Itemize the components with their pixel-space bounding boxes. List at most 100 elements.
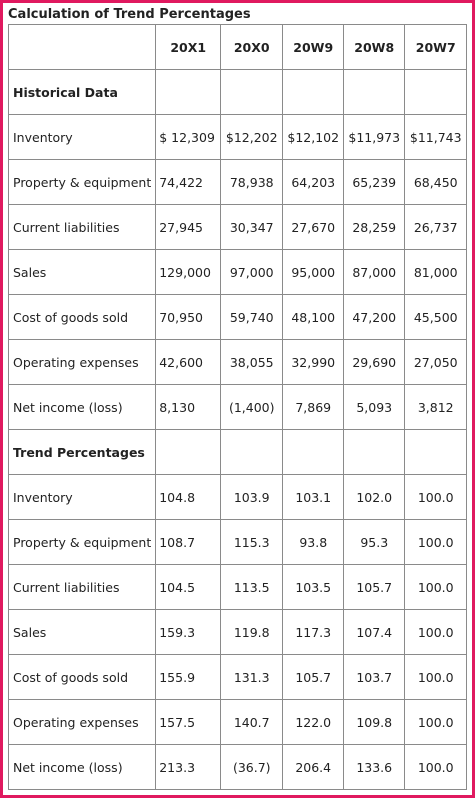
value-cell: 100.0 xyxy=(404,744,468,790)
title: Calculation of Trend Percentages xyxy=(8,7,251,22)
value-cell: 95,000 xyxy=(282,249,345,295)
value-cell: 159.3 xyxy=(155,609,222,655)
value-cell: 8,130 xyxy=(155,384,222,430)
value-cell: 109.8 xyxy=(343,699,406,745)
row-label: Sales xyxy=(7,249,157,295)
value-cell: 100.0 xyxy=(404,474,468,520)
value-cell: 47,200 xyxy=(343,294,406,340)
value-cell: 103.5 xyxy=(282,564,345,610)
value-cell: 105.7 xyxy=(343,564,406,610)
header-cell: 20W7 xyxy=(404,24,468,70)
value-cell: 103.1 xyxy=(282,474,345,520)
value-cell: 87,000 xyxy=(343,249,406,295)
value-cell: 140.7 xyxy=(220,699,284,745)
value-cell: 32,990 xyxy=(282,339,345,385)
value-cell: 115.3 xyxy=(220,519,284,565)
row-label: Sales xyxy=(7,609,157,655)
empty-cell xyxy=(404,69,468,115)
value-cell: 117.3 xyxy=(282,609,345,655)
value-cell: 133.6 xyxy=(343,744,406,790)
data-row: Current liabilities 27,945 30,347 27,670 28,… xyxy=(7,204,468,250)
value-cell: 81,000 xyxy=(404,249,468,295)
value-cell: 108.7 xyxy=(155,519,222,565)
row-label: Inventory xyxy=(7,114,157,160)
data-row: Operating expenses 157.5 140.7 122.0 109.8 10… xyxy=(7,699,468,745)
value-cell: 48,100 xyxy=(282,294,345,340)
data-row: Sales 129,000 97,000 95,000 87,000 81,000 xyxy=(7,249,468,295)
empty-cell xyxy=(155,429,222,475)
value-cell: 78,938 xyxy=(220,159,284,205)
empty-cell xyxy=(404,429,468,475)
empty-cell xyxy=(282,429,345,475)
value-cell: 100.0 xyxy=(404,699,468,745)
row-label: Current liabilities xyxy=(7,204,157,250)
value-cell: 107.4 xyxy=(343,609,406,655)
value-cell: 26,737 xyxy=(404,204,468,250)
empty-cell xyxy=(343,429,406,475)
header-row: 20X1 20X0 20W9 20W8 20W7 xyxy=(7,24,468,70)
row-label: Operating expenses xyxy=(7,699,157,745)
row-label: Inventory xyxy=(7,474,157,520)
data-row: Inventory 104.8 103.9 103.1 102.0 100.0 xyxy=(7,474,468,520)
value-cell: 28,259 xyxy=(343,204,406,250)
header-cell xyxy=(7,24,157,70)
data-row: Net income (loss) 213.3 (36.7) 206.4 133.6 10… xyxy=(7,744,468,790)
data-row: Property & equipment 74,422 78,938 64,203 65… xyxy=(7,159,468,205)
section-title: Trend Percentages xyxy=(7,429,157,475)
value-cell: 65,239 xyxy=(343,159,406,205)
row-label: Net income (loss) xyxy=(7,744,157,790)
value-cell: 213.3 xyxy=(155,744,222,790)
value-cell: 100.0 xyxy=(404,564,468,610)
data-row: Cost of goods sold 70,950 59,740 48,100 47,2… xyxy=(7,294,468,340)
value-cell: 129,000 xyxy=(155,249,222,295)
value-cell: 119.8 xyxy=(220,609,284,655)
empty-cell xyxy=(343,69,406,115)
value-cell: 100.0 xyxy=(404,519,468,565)
value-cell: 157.5 xyxy=(155,699,222,745)
value-cell: 95.3 xyxy=(343,519,406,565)
data-row: Current liabilities 104.5 113.5 103.5 105.7 1… xyxy=(7,564,468,610)
table-body: 20X1 20X0 20W9 20W8 20W7 Historical Data Inven… xyxy=(7,24,468,790)
value-cell: (1,400) xyxy=(220,384,284,430)
section-row: Trend Percentages xyxy=(7,429,468,475)
row-label: Cost of goods sold xyxy=(7,654,157,700)
value-cell: 122.0 xyxy=(282,699,345,745)
value-cell: 38,055 xyxy=(220,339,284,385)
value-cell: 64,203 xyxy=(282,159,345,205)
value-cell: 3,812 xyxy=(404,384,468,430)
data-row: Sales 159.3 119.8 117.3 107.4 100.0 xyxy=(7,609,468,655)
value-cell: 97,000 xyxy=(220,249,284,295)
value-cell: 68,450 xyxy=(404,159,468,205)
value-cell: (36.7) xyxy=(220,744,284,790)
value-cell: 104.5 xyxy=(155,564,222,610)
row-label: Cost of goods sold xyxy=(7,294,157,340)
data-row: Property & equipment 108.7 115.3 93.8 95.3 10… xyxy=(7,519,468,565)
empty-cell xyxy=(220,69,284,115)
value-cell: 93.8 xyxy=(282,519,345,565)
row-label: Operating expenses xyxy=(7,339,157,385)
value-cell: $11,973 xyxy=(343,114,406,160)
value-cell: 113.5 xyxy=(220,564,284,610)
value-cell: $12,102 xyxy=(282,114,345,160)
value-cell: 206.4 xyxy=(282,744,345,790)
value-cell: $12,202 xyxy=(220,114,284,160)
value-cell: $ 12,309 xyxy=(155,114,222,160)
value-cell: $11,743 xyxy=(404,114,468,160)
value-cell: 29,690 xyxy=(343,339,406,385)
value-cell: 5,093 xyxy=(343,384,406,430)
value-cell: 70,950 xyxy=(155,294,222,340)
header-cell: 20W8 xyxy=(343,24,406,70)
empty-cell xyxy=(220,429,284,475)
empty-cell xyxy=(282,69,345,115)
section-row: Historical Data xyxy=(7,69,468,115)
value-cell: 27,670 xyxy=(282,204,345,250)
value-cell: 45,500 xyxy=(404,294,468,340)
data-row: Operating expenses 42,600 38,055 32,990 29,6… xyxy=(7,339,468,385)
row-label: Current liabilities xyxy=(7,564,157,610)
value-cell: 100.0 xyxy=(404,609,468,655)
value-cell: 103.9 xyxy=(220,474,284,520)
value-cell: 30,347 xyxy=(220,204,284,250)
value-cell: 155.9 xyxy=(155,654,222,700)
value-cell: 105.7 xyxy=(282,654,345,700)
